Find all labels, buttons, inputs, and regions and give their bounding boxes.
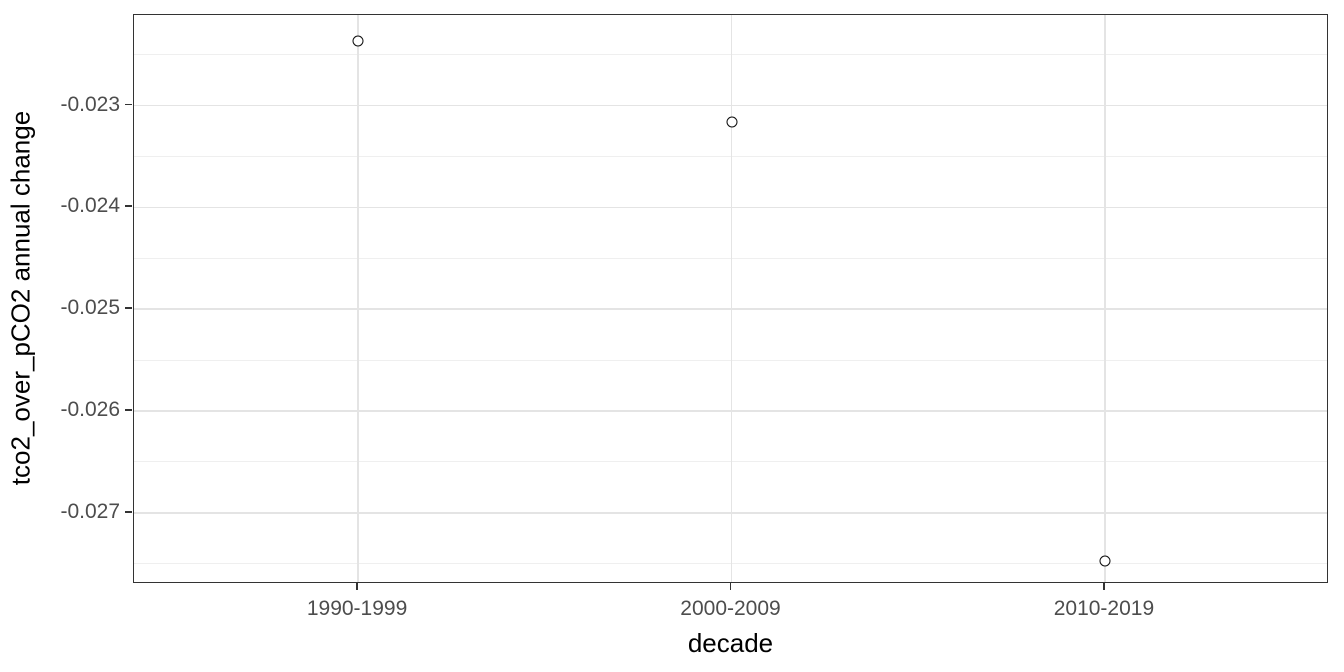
minor-gridline <box>134 155 1327 158</box>
y-axis-tick <box>125 103 132 106</box>
y-tick-label: -0.027 <box>60 499 120 523</box>
x-tick-label: 2010-2019 <box>1053 597 1155 620</box>
y-axis-tick <box>125 409 132 411</box>
y-tick-label: -0.026 <box>60 397 120 421</box>
plot-panel <box>133 14 1328 583</box>
minor-gridline <box>134 257 1327 259</box>
y-tick-label: -0.025 <box>60 296 120 320</box>
y-axis-tick <box>125 307 132 310</box>
minor-gridline <box>134 54 1327 56</box>
major-gridline <box>134 410 1327 412</box>
major-gridline <box>134 206 1327 209</box>
major-gridline <box>134 511 1327 514</box>
x-major-gridline <box>730 15 733 582</box>
y-axis-tick <box>125 510 132 513</box>
y-tick-label: -0.024 <box>60 194 120 218</box>
x-major-gridline <box>1104 15 1106 582</box>
x-axis-tick <box>729 583 732 590</box>
major-gridline <box>134 104 1327 107</box>
x-major-gridline <box>357 15 359 582</box>
y-axis-tick <box>125 205 132 208</box>
x-tick-label: 1990-1999 <box>306 597 408 620</box>
minor-gridline <box>134 461 1327 463</box>
x-axis-tick <box>1103 583 1105 590</box>
data-point <box>352 35 364 47</box>
minor-gridline <box>134 359 1327 361</box>
y-tick-label: -0.023 <box>60 92 120 116</box>
data-point <box>1099 555 1111 567</box>
minor-gridline <box>134 563 1327 565</box>
x-axis-title: decade <box>687 628 774 658</box>
major-gridline <box>134 308 1327 310</box>
x-axis-tick <box>356 583 358 590</box>
x-tick-label: 2000-2009 <box>680 597 781 620</box>
data-point <box>726 116 737 128</box>
